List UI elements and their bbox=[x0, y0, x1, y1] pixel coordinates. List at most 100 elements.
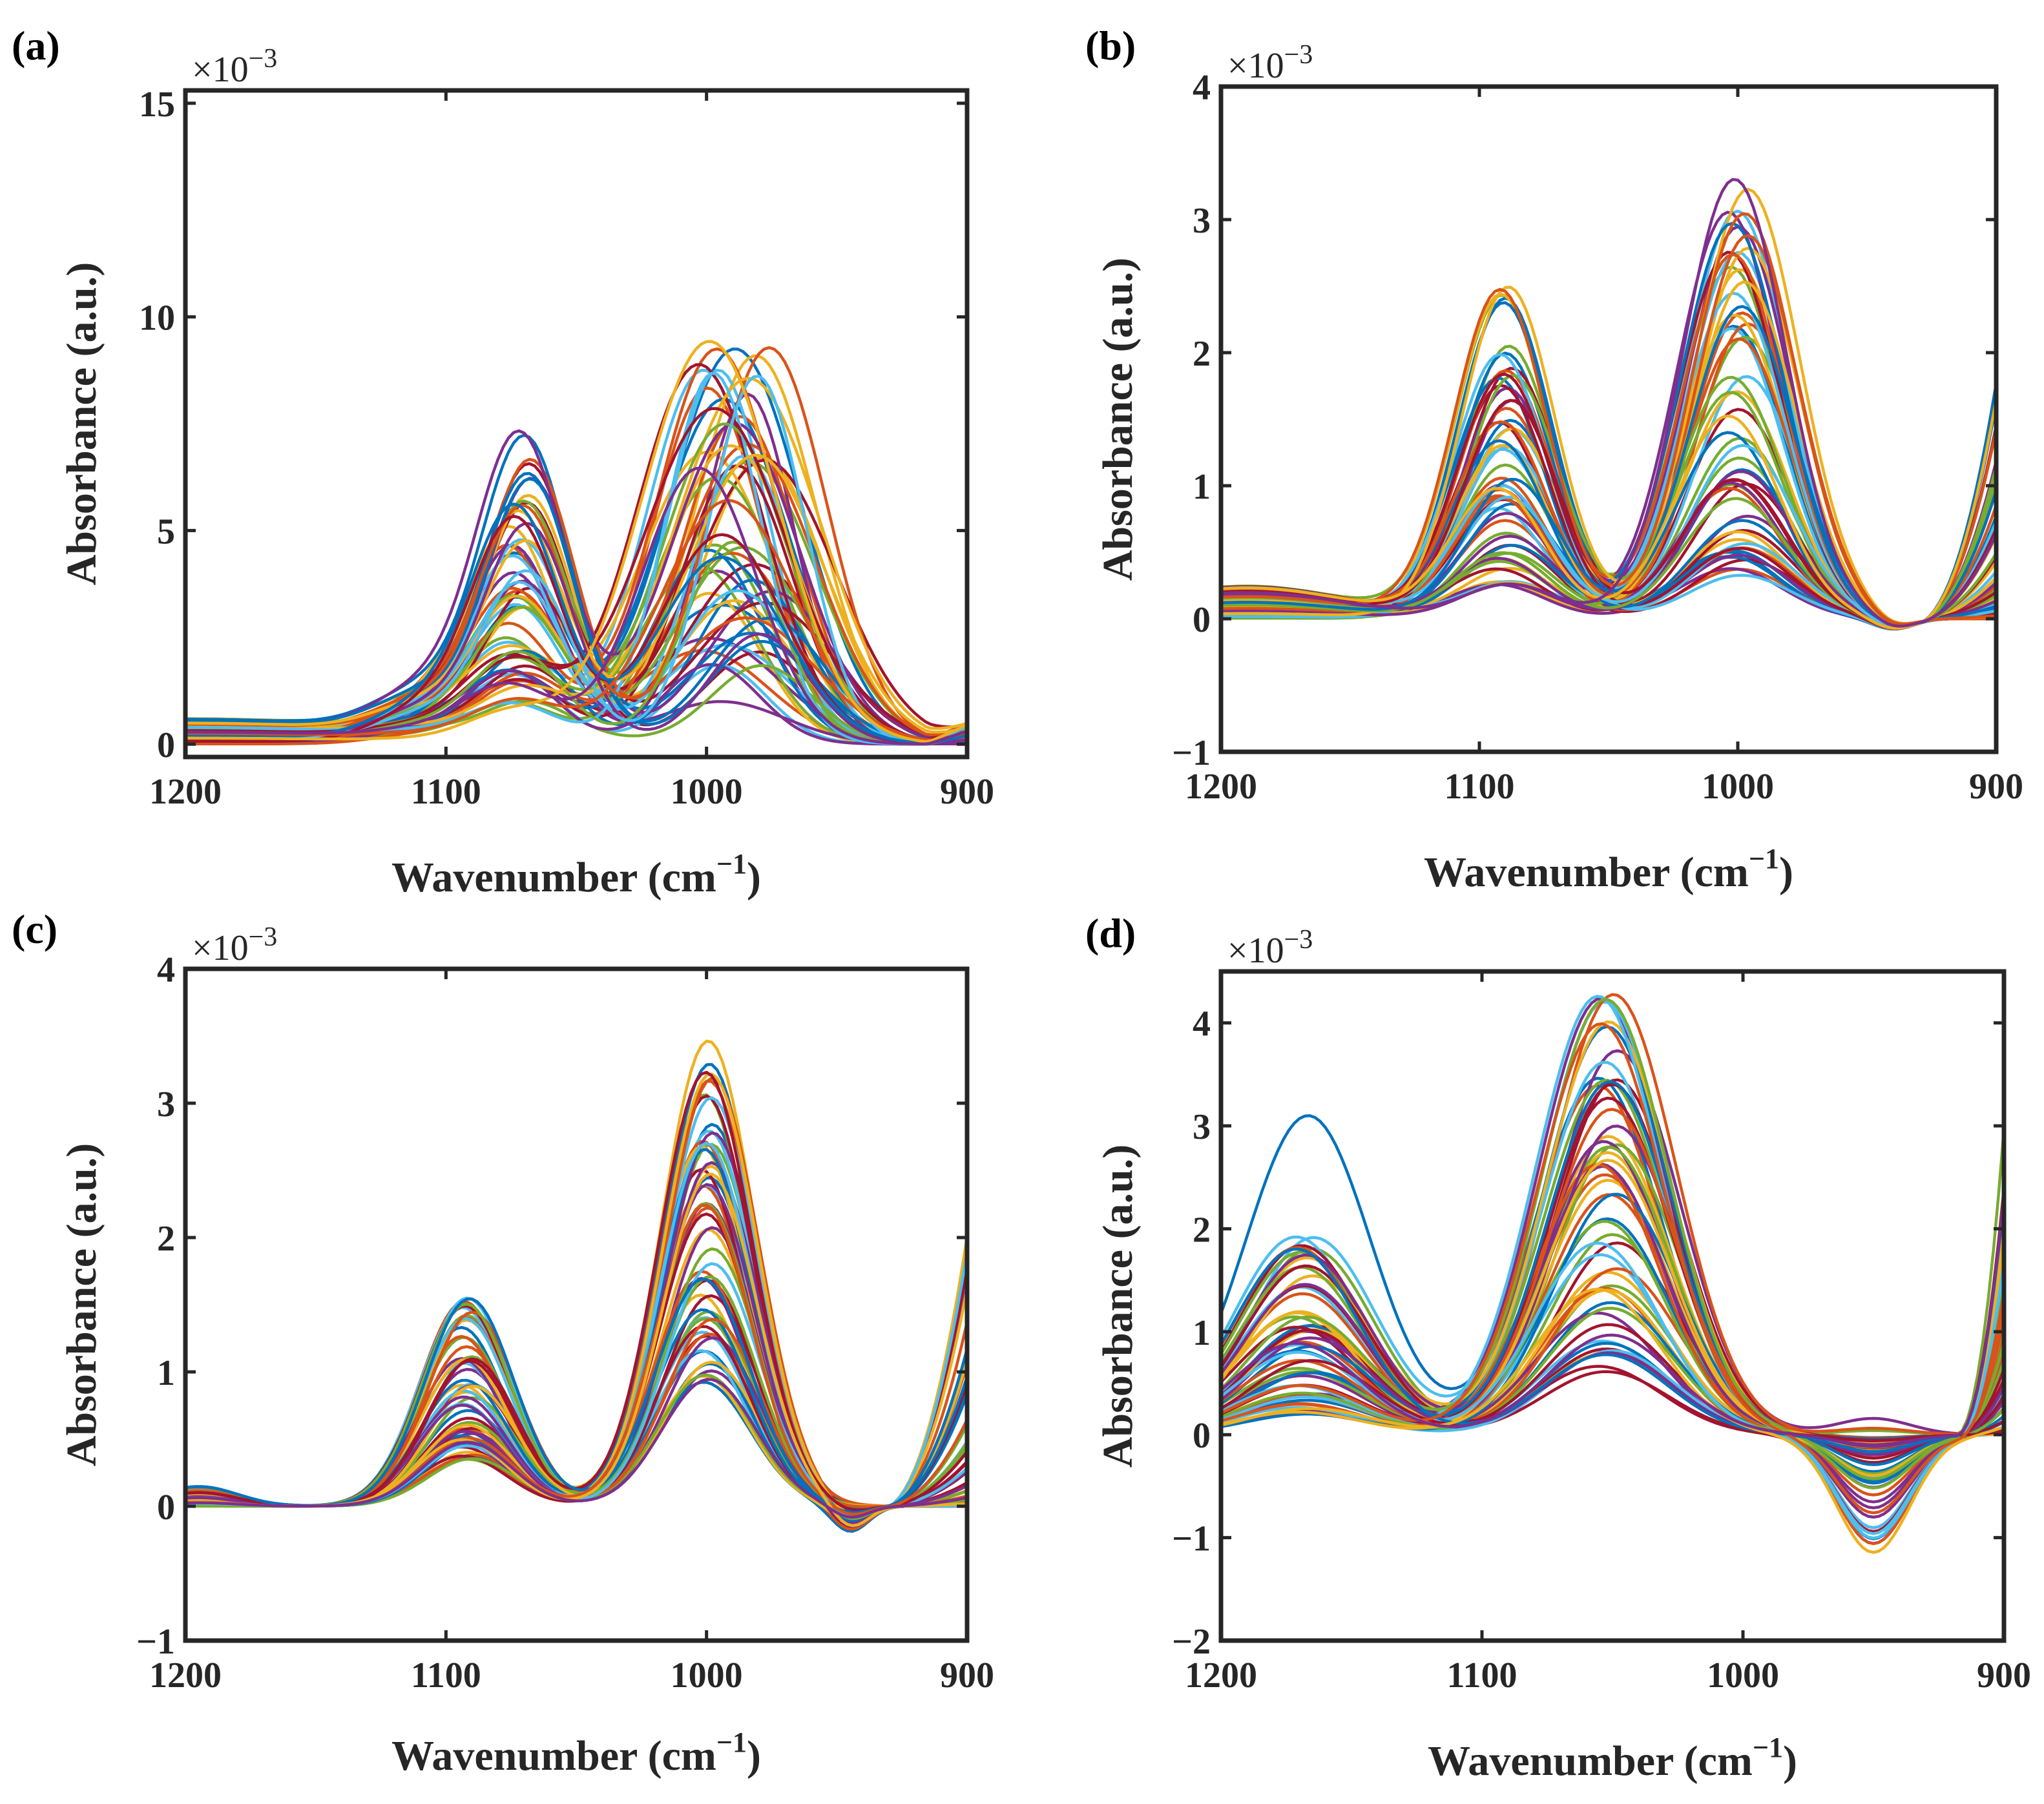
x-axis-label-main: Wavenumber (cm bbox=[1424, 849, 1749, 896]
series-line bbox=[1221, 253, 1996, 628]
series-line bbox=[1221, 1125, 2004, 1448]
series-line bbox=[1221, 246, 1996, 626]
y-tick-label: 5 bbox=[157, 512, 175, 552]
series-line bbox=[185, 433, 967, 743]
x-tick-label: 900 bbox=[1969, 767, 2023, 807]
x-tick-label: 900 bbox=[940, 1655, 994, 1695]
series-line bbox=[185, 1141, 967, 1528]
panel-c: 1200 1100 1000 900 −1 0 1 2 3 4 ×10−3 Wavenumber (c… bbox=[12, 906, 994, 1779]
y-axis-label: Absorbance (a.u.) bbox=[1094, 258, 1142, 581]
panel-label: (d) bbox=[1085, 910, 1136, 956]
series-line bbox=[185, 1063, 967, 1508]
x-tick-label: 1200 bbox=[1185, 767, 1257, 807]
y-axis-label: Absorbance (a.u.) bbox=[1094, 1145, 1142, 1468]
series-line bbox=[185, 371, 967, 746]
series-line bbox=[185, 1311, 967, 1508]
series-line bbox=[1221, 1022, 2004, 1515]
plot-frame bbox=[183, 966, 970, 1643]
series-line bbox=[185, 1176, 967, 1515]
y-axis-label: Absorbance (a.u.) bbox=[58, 1143, 105, 1467]
series-line bbox=[185, 1093, 967, 1509]
series-line bbox=[1221, 1108, 2004, 1436]
series-line bbox=[185, 1252, 967, 1523]
series-line bbox=[185, 1148, 967, 1524]
series-line bbox=[185, 1143, 967, 1518]
y-tick-label: 4 bbox=[157, 950, 175, 990]
y-tick-label: 0 bbox=[1193, 1416, 1211, 1456]
y-tick-label: 3 bbox=[1193, 201, 1211, 241]
x-axis-label: Wavenumber (cm−1) bbox=[1424, 843, 1793, 896]
plot-frame bbox=[1218, 969, 2007, 1643]
series-line bbox=[185, 1360, 967, 1508]
series-line bbox=[185, 1278, 967, 1516]
series-line bbox=[1221, 995, 2004, 1535]
exponent-superscript: −3 bbox=[1284, 925, 1313, 955]
series-line bbox=[185, 1139, 967, 1520]
x-axis-label-sup: −1 bbox=[1749, 843, 1779, 875]
series-line bbox=[185, 1123, 967, 1524]
series-line bbox=[185, 1096, 967, 1523]
exponent-label: ×10−3 bbox=[1227, 40, 1313, 86]
series-line bbox=[185, 1185, 967, 1525]
y-tick-label: 4 bbox=[1193, 68, 1211, 108]
x-tick-label: 1100 bbox=[411, 1655, 481, 1695]
series-line bbox=[185, 1183, 967, 1528]
series-line bbox=[185, 1076, 967, 1517]
exponent-label: ×10−3 bbox=[1227, 925, 1313, 971]
x-axis-label-end: ) bbox=[1783, 1737, 1797, 1785]
series-line bbox=[185, 1278, 967, 1514]
y-tick-label: 4 bbox=[1193, 1004, 1211, 1044]
series-line bbox=[1221, 399, 1996, 630]
series-line bbox=[185, 1072, 967, 1517]
exponent-label: ×10−3 bbox=[192, 44, 277, 90]
x-axis-label-end: ) bbox=[747, 1732, 761, 1779]
series-line bbox=[1221, 268, 1996, 628]
x-axis-label-end: ) bbox=[747, 854, 761, 901]
y-tick-label: −1 bbox=[1172, 1519, 1211, 1559]
x-tick-label: 1200 bbox=[1185, 1655, 1257, 1695]
y-tick-label: 2 bbox=[157, 1219, 175, 1259]
y-tick-label: 1 bbox=[1193, 1313, 1211, 1353]
series-line bbox=[1221, 212, 1996, 627]
panel-label: (c) bbox=[12, 906, 57, 952]
series-line bbox=[1221, 998, 2004, 1480]
series-line bbox=[185, 1172, 967, 1528]
y-tick-label: 0 bbox=[1193, 600, 1211, 640]
y-axis-label: Absorbance (a.u.) bbox=[58, 262, 105, 586]
series-line bbox=[1221, 1199, 2004, 1453]
series-line bbox=[185, 1262, 967, 1518]
series-line bbox=[1221, 265, 1996, 629]
series-line bbox=[185, 1070, 967, 1512]
series-line bbox=[1221, 1165, 2004, 1504]
x-tick-label: 1100 bbox=[411, 772, 481, 812]
series-group bbox=[185, 340, 967, 746]
series-line bbox=[185, 1202, 967, 1522]
x-axis-label-main: Wavenumber (cm bbox=[391, 854, 716, 901]
x-axis-label: Wavenumber (cm−1) bbox=[391, 848, 761, 901]
series-line bbox=[185, 1130, 967, 1526]
series-line bbox=[185, 1276, 967, 1518]
series-line bbox=[185, 1168, 967, 1530]
x-axis-label-end: ) bbox=[1779, 849, 1793, 896]
series-line bbox=[185, 1378, 967, 1519]
series-line bbox=[185, 375, 967, 745]
plot-frame bbox=[183, 88, 970, 760]
y-tick-label: −1 bbox=[1172, 733, 1211, 773]
x-tick-label: 1100 bbox=[1444, 767, 1515, 807]
series-line bbox=[185, 1079, 967, 1508]
series-group bbox=[1221, 178, 1996, 631]
x-axis-label-sup: −1 bbox=[716, 848, 747, 880]
series-line bbox=[185, 1331, 967, 1510]
series-line bbox=[185, 1325, 967, 1509]
x-axis-label-main: Wavenumber (cm bbox=[1428, 1737, 1753, 1785]
x-axis-label-sup: −1 bbox=[1753, 1732, 1783, 1763]
series-line bbox=[1221, 225, 1996, 628]
y-tick-label: 15 bbox=[139, 85, 175, 125]
series-line bbox=[185, 1317, 967, 1515]
series-line bbox=[185, 1212, 967, 1509]
series-line bbox=[1221, 1336, 2004, 1457]
panel-a: 1200 1100 1000 900 0 5 10 15 ×10−3 Wavenumber (cm… bbox=[12, 23, 994, 901]
x-axis-label-sup: −1 bbox=[716, 1726, 747, 1758]
y-tick-label: 2 bbox=[1193, 1210, 1211, 1250]
